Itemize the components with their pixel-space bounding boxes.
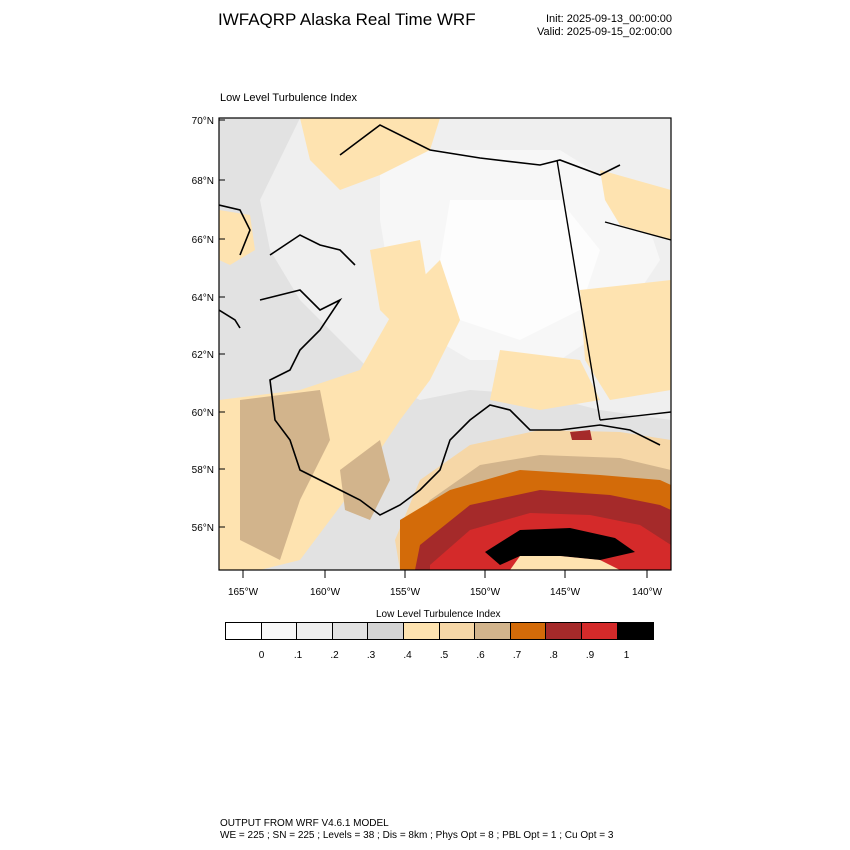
colorbar-tick-label: .5 xyxy=(439,650,449,661)
colorbar-tick-label: .1 xyxy=(293,650,303,661)
colorbar-swatch xyxy=(581,623,618,639)
colorbar-swatch xyxy=(439,623,476,639)
colorbar-swatch xyxy=(403,623,440,639)
lat-label: 62°N xyxy=(192,350,214,361)
lat-label: 66°N xyxy=(192,235,214,246)
colorbar-swatch xyxy=(332,623,369,639)
colorbar-tick-label: .2 xyxy=(330,650,339,661)
lon-label: 165°W xyxy=(228,587,259,598)
lat-label: 58°N xyxy=(192,465,214,476)
lat-labels: 70°N 68°N 66°N 64°N 62°N 60°N 58°N 56°N xyxy=(192,116,214,534)
lat-ticks xyxy=(219,119,648,578)
plot-subtitle: Low Level Turbulence Index xyxy=(220,92,357,104)
colorbar-tick-label: .4 xyxy=(403,650,412,661)
colorbar xyxy=(225,622,655,640)
colorbar-swatch xyxy=(261,623,298,639)
colorbar-tick-label: .9 xyxy=(585,650,595,661)
lon-label: 155°W xyxy=(390,587,421,598)
colorbar-tick-label: .7 xyxy=(512,650,522,661)
lat-label: 70°N xyxy=(192,116,214,127)
lon-label: 160°W xyxy=(310,587,341,598)
lon-label: 150°W xyxy=(470,587,501,598)
colorbar-tick-label: .3 xyxy=(366,650,376,661)
init-time: Init: 2025-09-13_00:00:00 xyxy=(546,13,672,25)
colorbar-swatch xyxy=(368,623,404,639)
colorbar-tick-label: .6 xyxy=(476,650,485,661)
lat-label: 68°N xyxy=(192,176,214,187)
colorbar-tick-label: 1 xyxy=(623,650,630,661)
colorbar-swatch xyxy=(297,623,333,639)
map-fill xyxy=(219,118,671,570)
lon-labels: 165°W 160°W 155°W 150°W 145°W 140°W xyxy=(228,587,663,598)
lon-label: 140°W xyxy=(632,587,663,598)
colorbar-swatch xyxy=(510,623,547,639)
init-valid-times: Init: 2025-09-13_00:00:00 Valid: 2025-09… xyxy=(520,13,672,39)
colorbar-swatch xyxy=(226,623,262,639)
lat-label: 56°N xyxy=(192,523,214,534)
lon-label: 145°W xyxy=(550,587,581,598)
footer-line-1: OUTPUT FROM WRF V4.6.1 MODEL xyxy=(220,818,389,829)
colorbar-tick-label: 0 xyxy=(258,650,265,661)
colorbar-tick-label: .8 xyxy=(549,650,558,661)
lat-label: 64°N xyxy=(192,293,214,304)
colorbar-swatch xyxy=(475,623,511,639)
main-title: IWFAQRP Alaska Real Time WRF xyxy=(218,10,476,29)
model-footer: OUTPUT FROM WRF V4.6.1 MODEL WE = 225 ; … xyxy=(220,818,613,842)
valid-time: Valid: 2025-09-15_02:00:00 xyxy=(537,26,672,38)
footer-line-2: WE = 225 ; SN = 225 ; Levels = 38 ; Dis … xyxy=(220,830,614,841)
colorbar-title: Low Level Turbulence Index xyxy=(376,609,501,620)
colorbar-swatch xyxy=(617,623,654,639)
colorbar-swatch xyxy=(546,623,582,639)
lat-label: 60°N xyxy=(192,408,214,419)
